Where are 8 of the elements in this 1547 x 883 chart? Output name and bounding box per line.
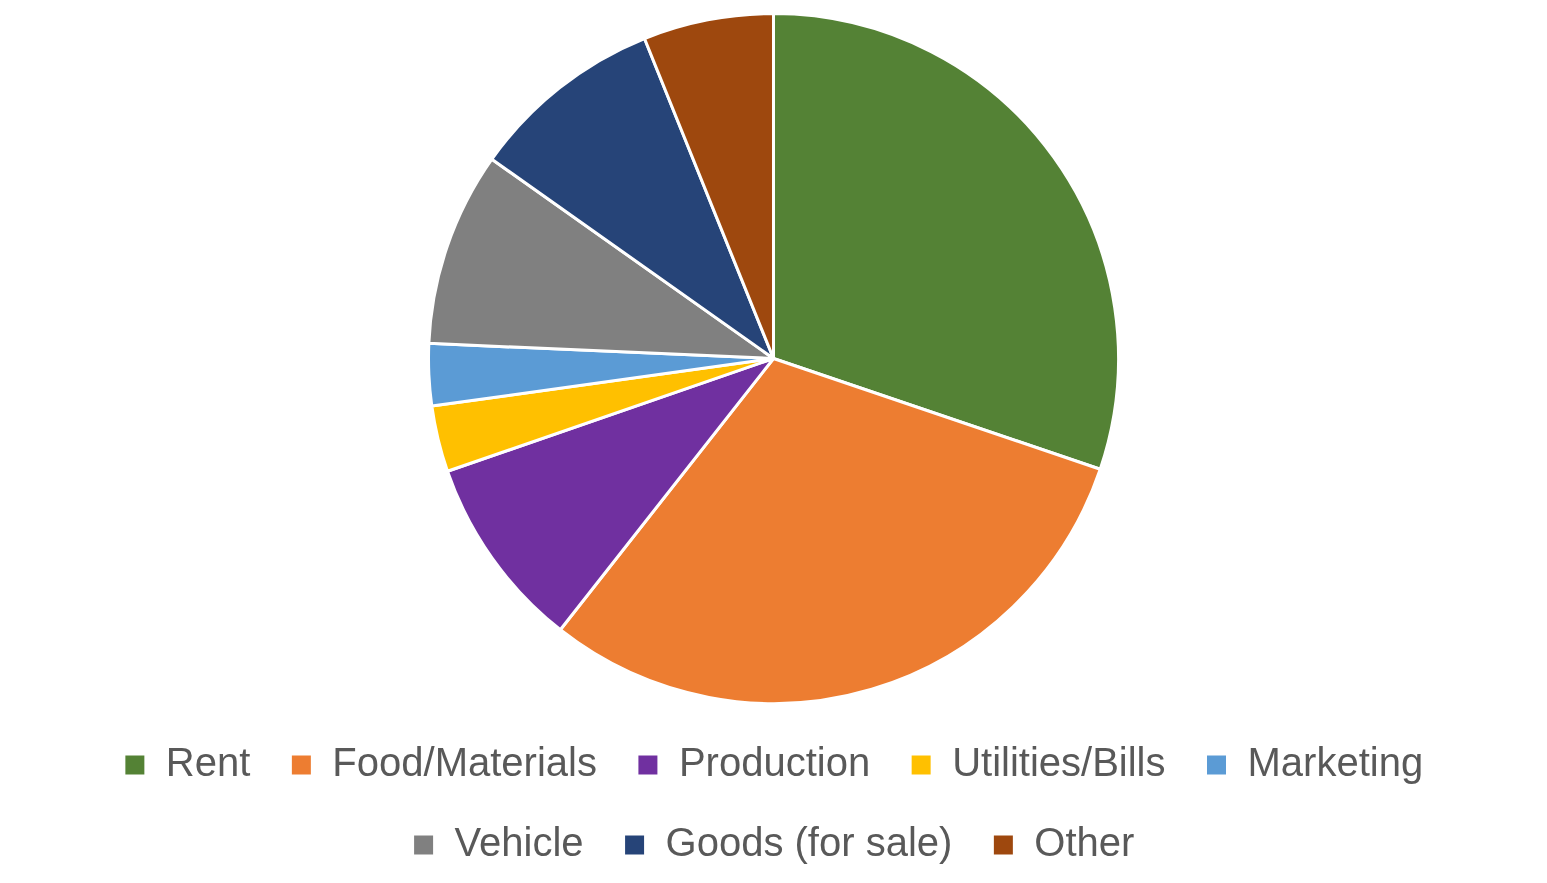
legend-label: Marketing <box>1247 740 1424 785</box>
legend-label: Vehicle <box>454 820 584 865</box>
legend-label: Other <box>1034 820 1135 865</box>
legend-label: Goods (for sale) <box>665 820 953 865</box>
legend-label: Production <box>678 740 871 785</box>
legend-label: Utilities/Bills <box>952 740 1166 785</box>
legend-label: Rent <box>165 740 251 785</box>
legend-label: Food/Materials <box>332 740 597 785</box>
